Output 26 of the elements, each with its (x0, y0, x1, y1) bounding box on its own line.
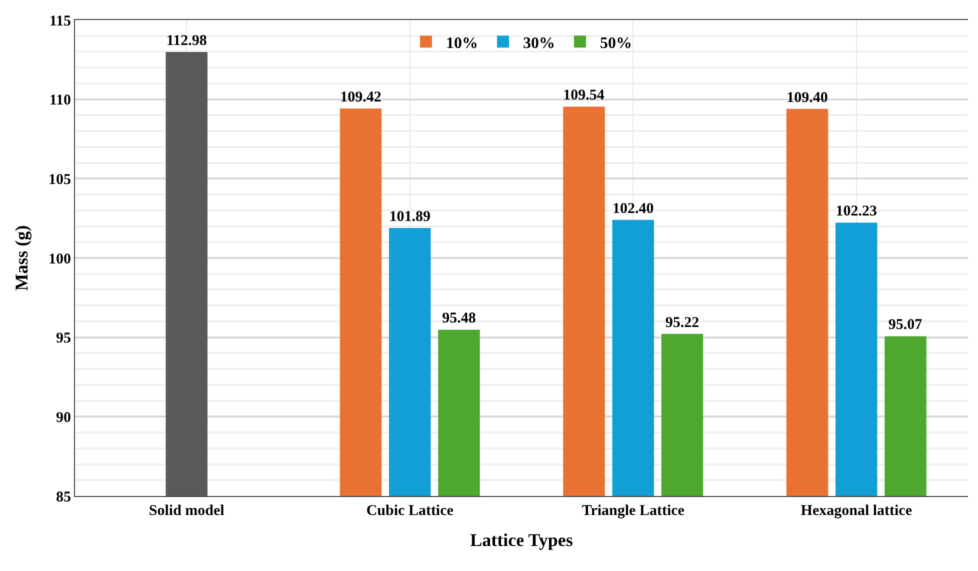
y-tick-label: 90 (56, 410, 71, 426)
x-tick-label: Hexagonal lattice (800, 503, 912, 519)
x-tick-label: Triangle Lattice (582, 503, 685, 519)
data-label: 109.40 (786, 90, 828, 106)
data-label: 102.40 (612, 200, 654, 217)
y-tick-label: 85 (56, 489, 71, 506)
y-tick-label: 115 (49, 13, 71, 30)
legend-label: 10% (446, 34, 478, 52)
y-tick-label: 110 (49, 92, 71, 109)
data-label: 101.89 (389, 209, 430, 226)
data-label: 109.42 (340, 90, 382, 106)
legend-label: 30% (523, 34, 555, 52)
data-label: 109.54 (563, 88, 605, 104)
y-axis-title: Mass (g) (12, 225, 32, 291)
y-tick-label: 105 (48, 172, 71, 188)
data-label: 95.22 (665, 314, 700, 331)
x-tick-label: Solid model (148, 503, 224, 519)
y-tick-label: 95 (56, 330, 71, 347)
data-label: 112.98 (166, 33, 207, 50)
x-tick-label: Cubic Lattice (366, 503, 454, 519)
data-label: 95.07 (888, 317, 923, 334)
data-label: 95.48 (442, 310, 476, 327)
legend-label: 50% (600, 34, 632, 52)
x-axis-title: Lattice Types (470, 530, 573, 550)
y-tick-label: 100 (48, 251, 71, 268)
data-label: 102.23 (836, 204, 877, 220)
